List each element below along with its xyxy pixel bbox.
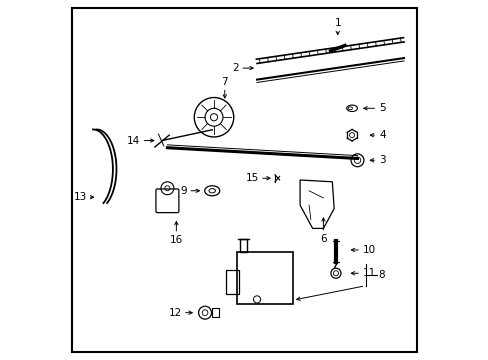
Text: 13: 13 [73, 192, 86, 202]
Text: 4: 4 [378, 130, 385, 140]
Text: 5: 5 [378, 103, 385, 113]
Text: 12: 12 [168, 308, 182, 318]
Bar [211, 309, 218, 317]
Text: 16: 16 [169, 235, 183, 245]
Text: 15: 15 [245, 173, 258, 183]
Text: 7: 7 [221, 77, 227, 87]
Text: 2: 2 [232, 63, 239, 73]
Text: 11: 11 [362, 268, 375, 278]
Text: 8: 8 [377, 270, 384, 280]
Bar [237, 252, 292, 304]
Text: 9: 9 [180, 186, 187, 196]
Text: 6: 6 [320, 234, 326, 244]
Text: 10: 10 [362, 245, 375, 255]
Text: 3: 3 [378, 155, 385, 165]
Bar [240, 239, 247, 252]
Text: 14: 14 [127, 136, 140, 145]
Text: 1: 1 [334, 18, 340, 28]
